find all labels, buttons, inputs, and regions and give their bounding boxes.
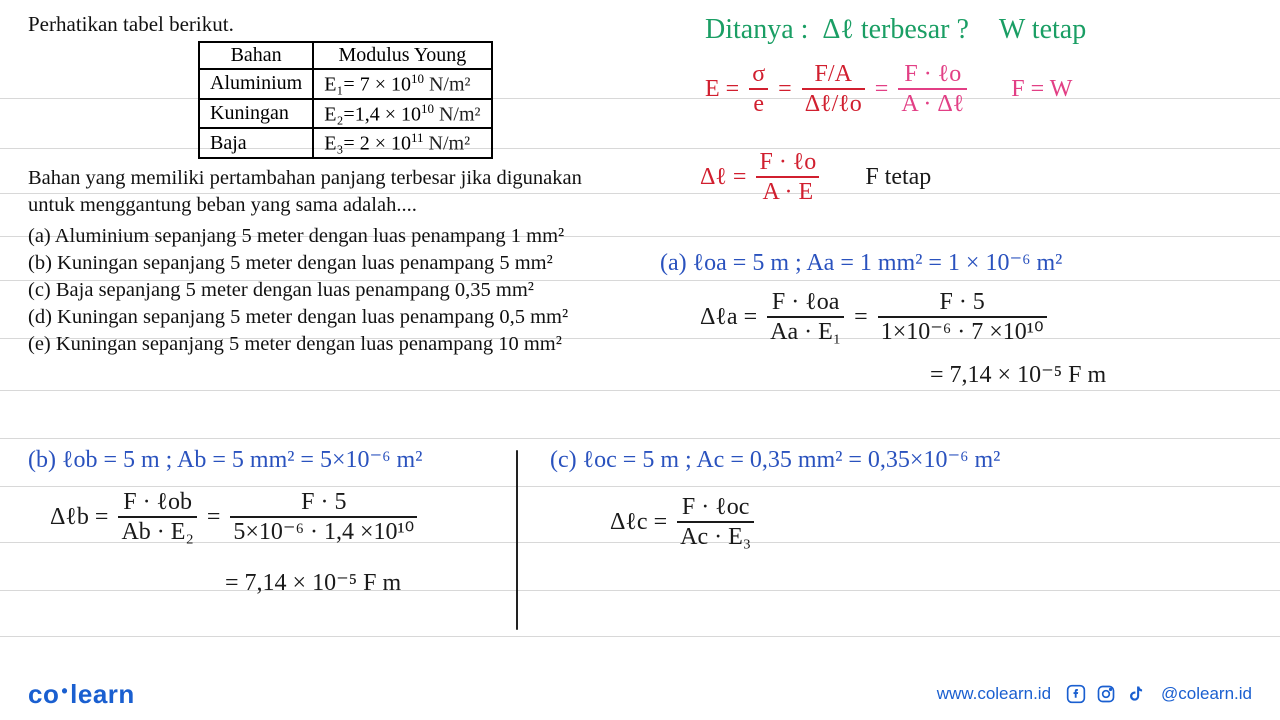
calc-b-line1: Δℓb = F · ℓob Ab · E₂ = F · 5 5×10⁻⁶ · 1…: [50, 490, 421, 544]
derivation-E: E = σ e = F/A Δℓ/ℓo = F · ℓo A · Δℓ F = …: [705, 62, 1072, 116]
frac-sigma-e: σ e: [745, 62, 772, 116]
footer-handle: @colearn.id: [1161, 684, 1252, 704]
ditanya-label: Ditanya :: [705, 14, 808, 45]
options-list: (a) Aluminium sepanjang 5 meter dengan l…: [28, 225, 668, 356]
frac-c1: F · ℓoc Ac · E₃: [673, 495, 758, 549]
th-bahan: Bahan: [199, 42, 313, 69]
ditanya-line: Ditanya : Δℓ terbesar ? W tetap: [705, 14, 1265, 46]
page: Perhatikan tabel berikut. Bahan Modulus …: [0, 0, 1280, 720]
ditanya-cond: W tetap: [999, 14, 1086, 45]
option-b: (b) Kuningan sepanjang 5 meter dengan lu…: [28, 252, 668, 275]
option-c: (c) Baja sepanjang 5 meter dengan luas p…: [28, 279, 668, 302]
frac-Flo-Adl: F · ℓo A · Δℓ: [894, 62, 971, 116]
young-modulus-table: Bahan Modulus Young Aluminium E₁= 7 × 10…: [198, 41, 493, 159]
side-F-W: F = W: [1011, 76, 1072, 103]
cell-bahan: Baja: [199, 128, 313, 158]
footer-right: www.colearn.id @colearn.id: [937, 683, 1252, 705]
frac-b2: F · 5 5×10⁻⁶ · 1,4 ×10¹⁰: [226, 490, 421, 544]
note-F-tetap: F tetap: [865, 164, 931, 191]
cell-value: E₁= 7 × 1010 N/m²: [313, 69, 491, 99]
calc-a-given: (a) ℓoa = 5 m ; Aa = 1 mm² = 1 × 10⁻⁶ m²: [660, 248, 1062, 277]
option-a: (a) Aluminium sepanjang 5 meter dengan l…: [28, 225, 668, 248]
calc-c-given: (c) ℓoc = 5 m ; Ac = 0,35 mm² = 0,35×10⁻…: [550, 445, 1000, 474]
cell-value: E₂=1,4 × 1010 N/m²: [313, 99, 491, 129]
footer-url: www.colearn.id: [937, 684, 1051, 704]
ditanya-q: Δℓ terbesar ?: [822, 14, 968, 45]
cell-bahan: Kuningan: [199, 99, 313, 129]
table-row: Kuningan E₂=1,4 × 1010 N/m²: [199, 99, 492, 129]
frac-FA-dl: F/A Δℓ/ℓo: [798, 62, 869, 116]
tiktok-icon: [1125, 683, 1147, 705]
option-e: (e) Kuningan sepanjang 5 meter dengan lu…: [28, 333, 668, 356]
problem-intro: Perhatikan tabel berikut.: [28, 12, 668, 37]
cell-bahan: Aluminium: [199, 69, 313, 99]
frac-dl: F · ℓo A · E: [752, 150, 823, 204]
cell-value: E₃= 2 × 1011 N/m²: [313, 128, 491, 158]
problem-block: Perhatikan tabel berikut. Bahan Modulus …: [28, 12, 668, 360]
frac-b1: F · ℓob Ab · E₂: [114, 490, 200, 544]
facebook-icon: [1065, 683, 1087, 705]
frac-a2: F · 5 1×10⁻⁶ · 7 ×10¹⁰: [874, 290, 1051, 344]
footer: co•learn www.colearn.id @colearn.id: [0, 668, 1280, 720]
table-row: Aluminium E₁= 7 × 1010 N/m²: [199, 69, 492, 99]
calc-b-given: (b) ℓob = 5 m ; Ab = 5 mm² = 5×10⁻⁶ m²: [28, 445, 422, 474]
calc-a-line1: Δℓa = F · ℓoa Aa · E₁ = F · 5 1×10⁻⁶ · 7…: [700, 290, 1051, 344]
social-icons: [1065, 683, 1147, 705]
th-modulus: Modulus Young: [313, 42, 491, 69]
table-row: Baja E₃= 2 × 1011 N/m²: [199, 128, 492, 158]
vertical-divider: [516, 450, 518, 630]
table-header-row: Bahan Modulus Young: [199, 42, 492, 69]
option-d: (d) Kuningan sepanjang 5 meter dengan lu…: [28, 306, 668, 329]
dl-formula: Δℓ = F · ℓo A · E F tetap: [700, 150, 931, 204]
colearn-logo: co•learn: [28, 679, 135, 710]
frac-a1: F · ℓoa Aa · E₁: [763, 290, 848, 344]
calc-a-result: = 7,14 × 10⁻⁵ F m: [930, 360, 1106, 389]
problem-question: Bahan yang memiliki pertambahan panjang …: [28, 165, 668, 219]
calc-c-line1: Δℓc = F · ℓoc Ac · E₃: [610, 495, 758, 549]
calc-b-result: = 7,14 × 10⁻⁵ F m: [225, 568, 401, 597]
instagram-icon: [1095, 683, 1117, 705]
